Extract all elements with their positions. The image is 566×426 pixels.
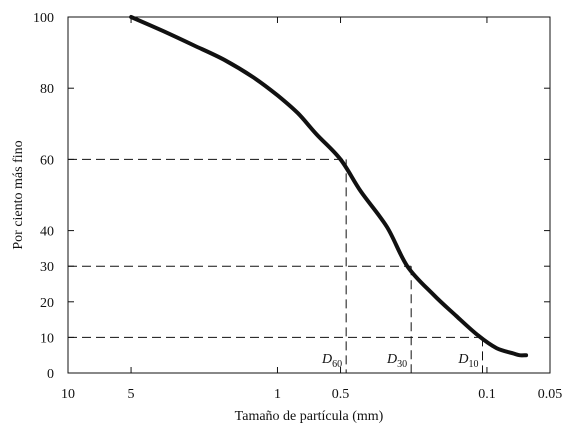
y-axis-label: Por ciento más fino bbox=[11, 140, 26, 249]
y-tick-label: 60 bbox=[40, 153, 54, 168]
d-label: D30 bbox=[386, 352, 407, 370]
x-axis-ticks: 10 5 1 0.5 0.1 0.05 bbox=[61, 17, 562, 402]
x-axis-label: Tamaño de partícula (mm) bbox=[235, 409, 384, 424]
y-tick-label: 80 bbox=[40, 82, 54, 97]
x-tick-label: 10 bbox=[61, 387, 75, 402]
d-labels: D60 D30 D10 bbox=[321, 352, 478, 370]
y-tick-label: 40 bbox=[40, 225, 54, 240]
plot-frame bbox=[67, 16, 551, 374]
d-label: D10 bbox=[457, 352, 478, 370]
x-tick-label: 0.1 bbox=[478, 387, 496, 402]
y-tick-label: 100 bbox=[33, 11, 54, 26]
d-label: D60 bbox=[321, 352, 342, 370]
x-tick-label: 5 bbox=[128, 387, 135, 402]
y-tick-label: 30 bbox=[40, 260, 54, 275]
gradation-curve bbox=[129, 15, 529, 358]
y-tick-label: 20 bbox=[40, 296, 54, 311]
y-tick-label: 0 bbox=[47, 367, 54, 382]
y-tick-label: 10 bbox=[40, 331, 54, 346]
x-tick-label: 0.05 bbox=[538, 387, 563, 402]
reference-lines bbox=[68, 158, 484, 373]
y-axis-ticks: 0 10 20 30 40 60 80 100 bbox=[33, 11, 550, 382]
x-tick-label: 0.5 bbox=[332, 387, 350, 402]
x-tick-label: 1 bbox=[274, 387, 281, 402]
